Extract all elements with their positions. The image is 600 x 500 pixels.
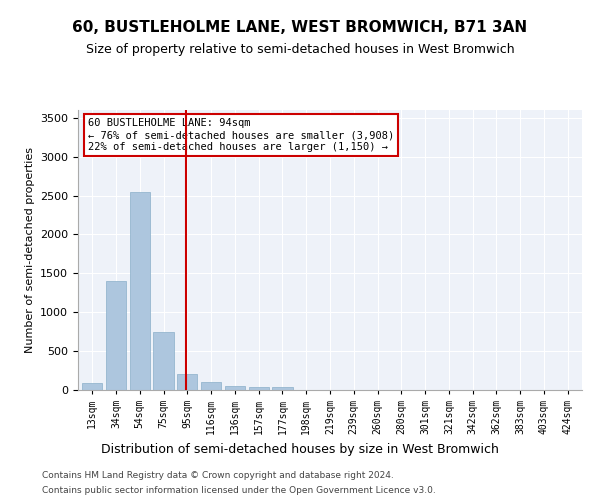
Bar (154, 332, 173, 390)
Text: 60 BUSTLEHOLME LANE: 94sqm
← 76% of semi-detached houses are smaller (3,908)
22%: 60 BUSTLEHOLME LANE: 94sqm ← 76% of semi… (88, 118, 394, 152)
Text: Contains HM Land Registry data © Crown copyright and database right 2024.: Contains HM Land Registry data © Crown c… (42, 471, 394, 480)
Bar (130, 192, 150, 390)
Bar (201, 382, 221, 390)
Text: 60, BUSTLEHOLME LANE, WEST BROMWICH, B71 3AN: 60, BUSTLEHOLME LANE, WEST BROMWICH, B71… (73, 20, 527, 35)
Bar (106, 281, 126, 390)
Text: Distribution of semi-detached houses by size in West Bromwich: Distribution of semi-detached houses by … (101, 442, 499, 456)
Bar (177, 374, 197, 390)
Bar (82, 383, 103, 390)
Bar (248, 388, 269, 390)
Text: Size of property relative to semi-detached houses in West Bromwich: Size of property relative to semi-detach… (86, 42, 514, 56)
Text: Contains public sector information licensed under the Open Government Licence v3: Contains public sector information licen… (42, 486, 436, 495)
Bar (225, 386, 245, 390)
Bar (272, 388, 293, 390)
Y-axis label: Number of semi-detached properties: Number of semi-detached properties (25, 147, 35, 353)
